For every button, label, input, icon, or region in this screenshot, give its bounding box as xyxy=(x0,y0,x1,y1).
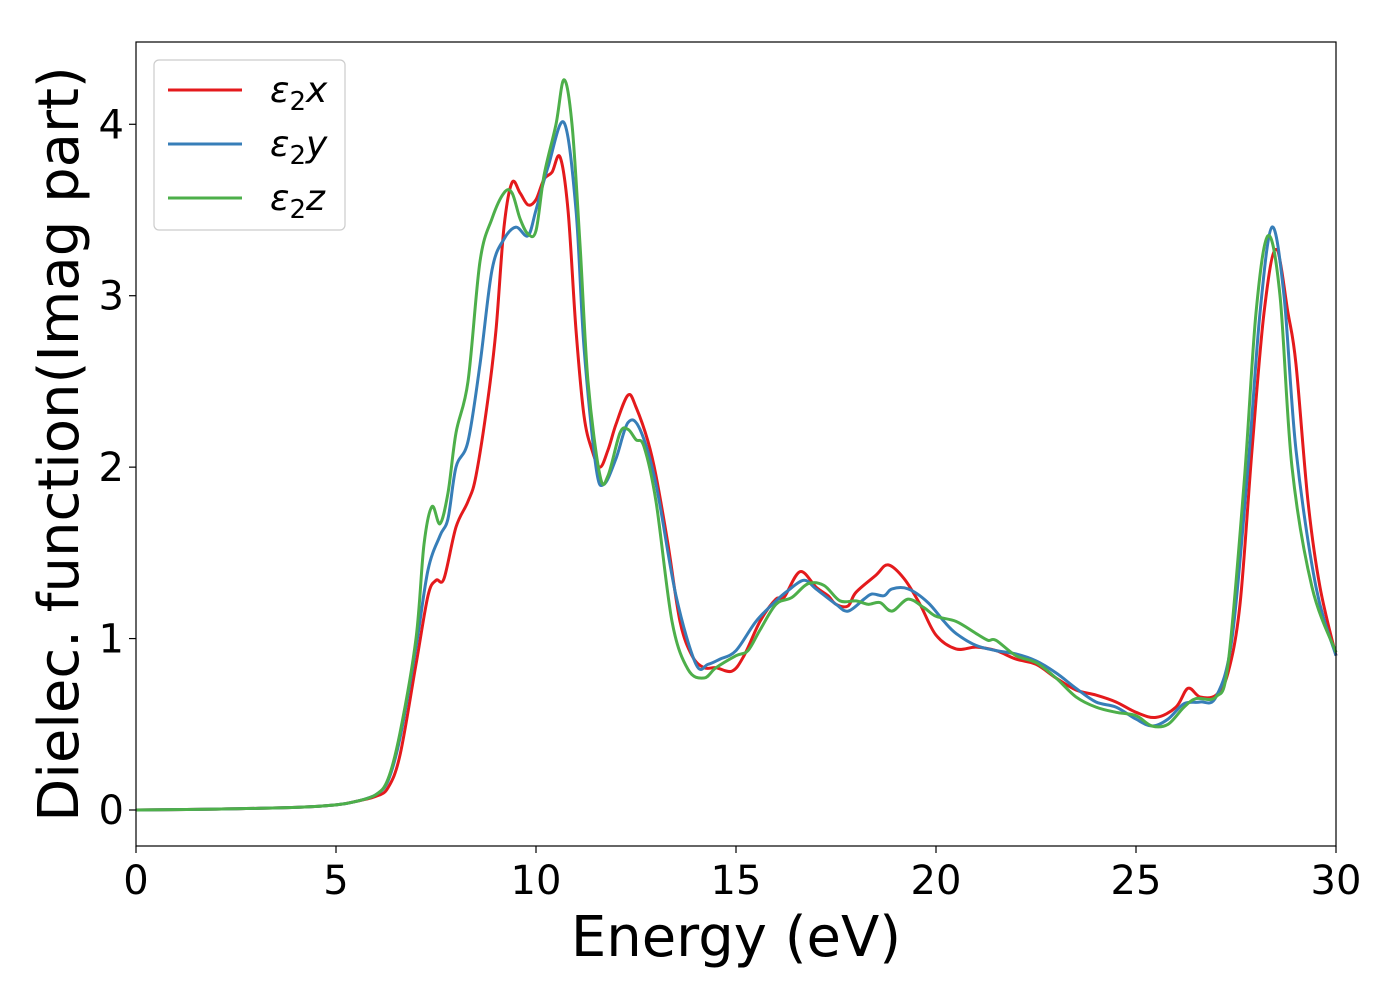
legend-frame xyxy=(153,59,346,231)
x-tick-label: 20 xyxy=(911,858,962,904)
y-tick-label: 0 xyxy=(99,788,124,834)
legend-label-z: ε2z xyxy=(270,178,326,225)
y-tick-label: 3 xyxy=(99,274,124,320)
x-tick-label: 10 xyxy=(511,858,562,904)
x-axis: 0 5 10 15 20 25 30 xyxy=(123,846,1361,904)
x-tick-label: 30 xyxy=(1311,858,1362,904)
series-line-y xyxy=(135,120,1338,812)
legend-label-y: ε2y xyxy=(270,124,328,171)
y-tick-label: 4 xyxy=(99,102,124,148)
x-axis-label: Energy (eV) xyxy=(571,905,901,970)
x-tick-label: 5 xyxy=(323,858,348,904)
legend: ε2x ε2y ε2z xyxy=(153,59,346,231)
y-axis: 0 1 2 3 4 xyxy=(99,102,136,834)
series-line-x xyxy=(135,154,1338,812)
x-tick-label: 15 xyxy=(711,858,762,904)
y-tick-label: 2 xyxy=(99,445,124,491)
y-tick-label: 1 xyxy=(99,617,124,663)
legend-label-x: ε2x xyxy=(270,70,328,117)
series-layer xyxy=(135,78,1338,812)
y-axis-label: Dielec. function(Imag part) xyxy=(27,66,92,822)
x-tick-label: 25 xyxy=(1111,858,1162,904)
series-line-z xyxy=(135,78,1338,812)
x-tick-label: 0 xyxy=(123,858,148,904)
